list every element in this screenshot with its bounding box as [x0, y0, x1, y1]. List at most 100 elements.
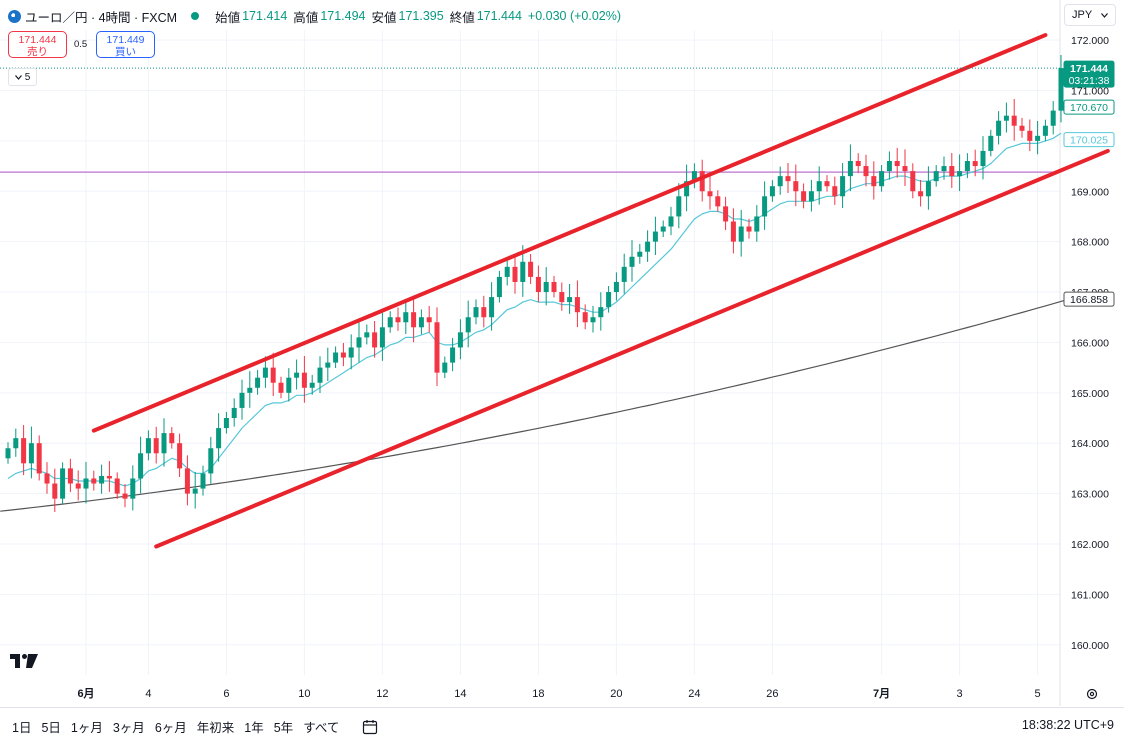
buy-price: 171.449: [106, 34, 145, 46]
candle: [840, 163, 846, 209]
time-tick-label: 10: [298, 688, 310, 700]
currency-flag-icon: [8, 9, 21, 23]
candle: [333, 346, 339, 369]
indicators-toggle[interactable]: 5: [8, 68, 37, 86]
candle: [933, 165, 939, 187]
price-tick-label: 160.000: [1071, 640, 1109, 652]
candle: [1050, 101, 1056, 135]
candle: [489, 282, 495, 331]
candle: [208, 436, 214, 484]
candle: [645, 230, 651, 262]
candle: [754, 205, 760, 242]
candle: [801, 183, 807, 209]
svg-text:170.670: 170.670: [1070, 102, 1108, 114]
candle: [808, 179, 814, 212]
candle: [949, 152, 955, 188]
candle: [528, 253, 534, 284]
candle: [746, 218, 752, 239]
candle: [910, 163, 916, 199]
candle: [403, 299, 409, 335]
low-label: 安値: [371, 10, 397, 25]
candle: [496, 270, 502, 303]
candle: [91, 470, 97, 491]
channel-upper-line[interactable]: [91, 33, 1048, 433]
candle: [75, 470, 81, 501]
sell-button[interactable]: 171.444 売り: [8, 31, 67, 58]
candle: [348, 334, 354, 370]
high-value: 171.494: [320, 9, 366, 23]
candle: [379, 312, 385, 361]
symbol-name: ユーロ／円 · 4時間 · FXCM: [25, 10, 178, 25]
candle: [1042, 119, 1048, 142]
candle: [738, 209, 744, 257]
time-tick-label: 14: [454, 688, 466, 700]
price-tick-label: 165.000: [1071, 388, 1109, 400]
gear-icon[interactable]: [1085, 687, 1099, 701]
candle: [255, 369, 261, 395]
calendar-icon[interactable]: [361, 718, 379, 736]
range-3m[interactable]: 3ヶ月: [112, 721, 145, 735]
candle: [824, 175, 830, 192]
candle: [637, 243, 643, 264]
candle: [130, 465, 136, 511]
candle: [980, 136, 986, 180]
candle: [145, 430, 151, 461]
symbol-title[interactable]: ユーロ／円 · 4時間 · FXCM: [8, 7, 177, 26]
price-tick-label: 161.000: [1071, 589, 1109, 601]
candle: [512, 253, 518, 294]
candle: [988, 129, 994, 157]
range-1m[interactable]: 1ヶ月: [70, 721, 103, 735]
candle: [543, 267, 549, 306]
candle: [559, 282, 565, 311]
time-tick-label: 20: [610, 688, 622, 700]
candle: [372, 321, 378, 358]
candle: [325, 347, 331, 381]
range-ytd[interactable]: 年初来: [196, 721, 235, 735]
candle: [652, 216, 658, 256]
time-tick-label: 7月: [873, 687, 890, 700]
candle: [699, 159, 705, 202]
candle: [184, 455, 190, 506]
ema-slow-label: 166.858: [1063, 291, 1115, 307]
tradingview-logo-icon[interactable]: [10, 654, 38, 668]
candle: [715, 190, 721, 212]
candle: [629, 240, 635, 282]
candle: [855, 153, 861, 174]
candle: [411, 295, 417, 343]
candle: [574, 280, 580, 328]
chevron-down-icon: [14, 74, 22, 80]
range-all[interactable]: すべて: [303, 721, 340, 735]
candle: [442, 356, 448, 379]
candle: [598, 292, 604, 331]
buy-button[interactable]: 171.449 買い: [96, 31, 155, 58]
time-axis[interactable]: 6月 4 6 10 12 14 18 20 24 26 7月 3 5: [77, 687, 1040, 700]
candle: [964, 153, 970, 179]
candle: [28, 426, 34, 479]
currency-select[interactable]: JPY: [1064, 4, 1116, 26]
candle: [1003, 102, 1009, 133]
range-6m[interactable]: 6ヶ月: [154, 721, 187, 735]
candle: [871, 161, 877, 200]
clock[interactable]: 18:38:22 UTC+9: [1021, 718, 1114, 732]
candle: [1035, 120, 1041, 155]
candle: [192, 471, 198, 509]
channel-lower-line[interactable]: [154, 148, 1110, 549]
price-tick-label: 171.000: [1071, 85, 1109, 97]
candle: [996, 111, 1002, 145]
range-5d[interactable]: 5日: [41, 721, 61, 735]
candle: [465, 300, 471, 348]
range-1y[interactable]: 1年: [244, 721, 264, 735]
candle: [418, 309, 424, 335]
ema-fast-label: 170.025: [1063, 132, 1115, 148]
candle: [567, 283, 573, 314]
candle: [762, 181, 768, 230]
open-value: 171.414: [242, 9, 288, 23]
range-5y[interactable]: 5年: [273, 721, 294, 735]
candle: [473, 299, 479, 325]
price-axis[interactable]: 172.000171.000170.000169.000168.000167.0…: [1071, 35, 1109, 652]
candle: [426, 305, 432, 333]
range-1d[interactable]: 1日: [12, 721, 32, 735]
